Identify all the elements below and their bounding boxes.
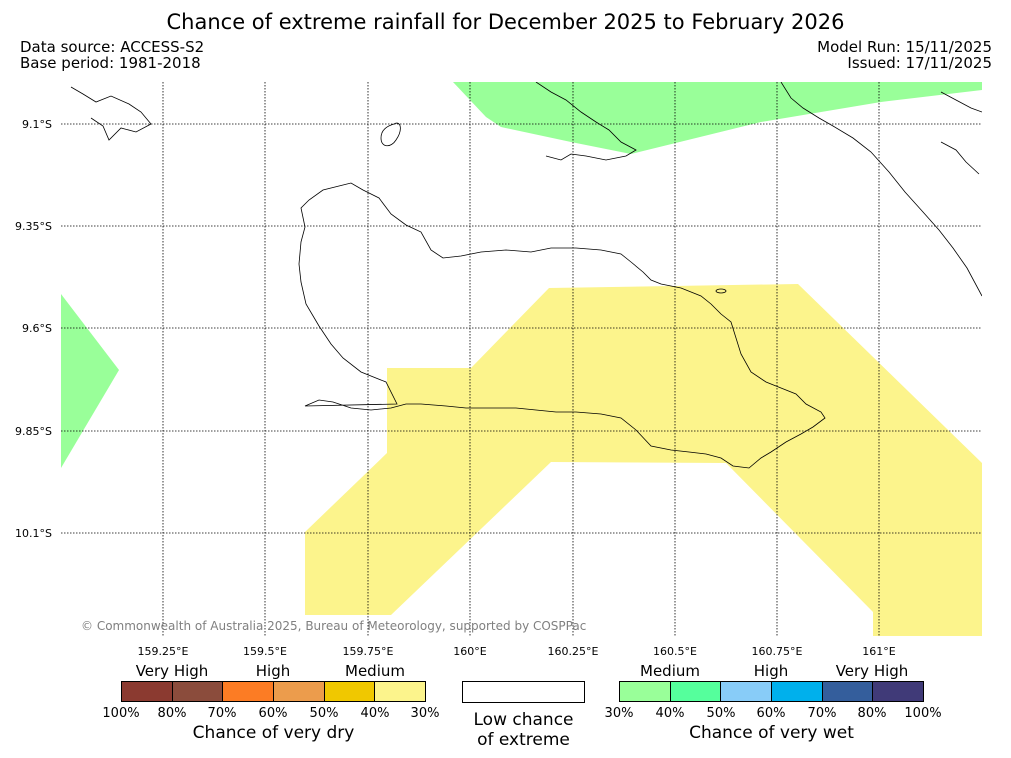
graticule (61, 82, 982, 636)
lon-label: 160.5°E (653, 645, 697, 658)
wet-swatch (670, 682, 722, 701)
lon-label: 160.25°E (547, 645, 599, 658)
wet-tick: 100% (904, 706, 942, 721)
lon-label: 160°E (453, 645, 487, 658)
base-period: Base period: 1981-2018 (20, 54, 201, 72)
lat-label: 10.1°S (15, 527, 52, 540)
lon-label: 160.75°E (751, 645, 803, 658)
dry-swatch (324, 682, 376, 701)
lon-label: 159.5°E (243, 645, 287, 658)
island-florida (380, 122, 401, 147)
copyright-notice: © Commonwealth of Australia 2025, Bureau… (81, 619, 587, 633)
dry-colorbar (121, 681, 426, 702)
wet-swatch (620, 682, 671, 701)
dry-swatch (172, 682, 224, 701)
dry-swatch (122, 682, 173, 701)
chart-title: Chance of extreme rainfall for December … (166, 10, 845, 34)
dry-legend-title: Chance of very dry (192, 723, 355, 743)
wet-swatch (772, 682, 823, 701)
lon-label: 159.25°E (137, 645, 189, 658)
wet-swatch (721, 682, 773, 701)
dry-category-medium: Medium (345, 662, 405, 680)
issued-date: Issued: 17/11/2025 (847, 54, 992, 72)
wet-tick: 80% (857, 706, 887, 721)
map-canvas (61, 82, 982, 636)
data-source: Data source: ACCESS-S2 (20, 38, 205, 56)
low-chance-line1: Low chance (473, 710, 574, 730)
dry-tick: 80% (157, 706, 187, 721)
dry-swatch (274, 682, 325, 701)
dry-tick: 30% (410, 706, 440, 721)
wet-tick: 50% (706, 706, 736, 721)
lat-label: 9.6°S (22, 322, 52, 335)
dry-swatch (223, 682, 275, 701)
wet-category-very-high: Very High (835, 662, 909, 680)
dry-category-high: High (255, 662, 291, 680)
islet-east (715, 288, 727, 294)
coast-east-islets (940, 91, 982, 175)
coastlines (70, 82, 982, 469)
meta-left: Data source: ACCESS-S2 Base period: 1981… (20, 39, 204, 71)
wet-tick: 70% (807, 706, 837, 721)
wet-category-high: High (753, 662, 789, 680)
coast-northwest (70, 86, 152, 141)
lat-label: 9.1°S (22, 118, 52, 131)
dry-tick: 100% (102, 706, 140, 721)
wet-region-west (61, 294, 119, 468)
wet-medium-region (61, 82, 982, 468)
wet-tick: 30% (604, 706, 634, 721)
meta-right: Model Run: 15/11/2025 Issued: 17/11/2025 (817, 39, 992, 71)
wet-tick: 60% (756, 706, 786, 721)
low-chance-line2: of extreme (477, 730, 570, 750)
wet-colorbar (619, 681, 924, 702)
dry-medium-region (305, 284, 982, 636)
model-run: Model Run: 15/11/2025 (817, 38, 992, 56)
dry-swatch (375, 682, 426, 701)
wet-tick: 40% (655, 706, 685, 721)
island-guadalcanal (298, 182, 826, 469)
dry-tick: 60% (258, 706, 288, 721)
wet-swatch (873, 682, 924, 701)
wet-category-medium: Medium (640, 662, 700, 680)
dry-tick: 70% (207, 706, 237, 721)
dry-category-very-high: Very High (135, 662, 209, 680)
wet-legend-title: Chance of very wet (689, 723, 854, 743)
wet-region-north (453, 82, 982, 154)
lon-label: 159.75°E (342, 645, 394, 658)
lat-label: 9.35°S (15, 220, 52, 233)
wet-swatch (822, 682, 874, 701)
low-chance-swatch (462, 681, 585, 703)
coast-north-east (780, 82, 982, 297)
lon-label: 161°E (862, 645, 896, 658)
dry-tick: 40% (360, 706, 390, 721)
lat-label: 9.85°S (15, 425, 52, 438)
dry-tick: 50% (309, 706, 339, 721)
coast-nggela (535, 82, 637, 161)
low-chance-label: Low chance of extreme (440, 710, 607, 750)
